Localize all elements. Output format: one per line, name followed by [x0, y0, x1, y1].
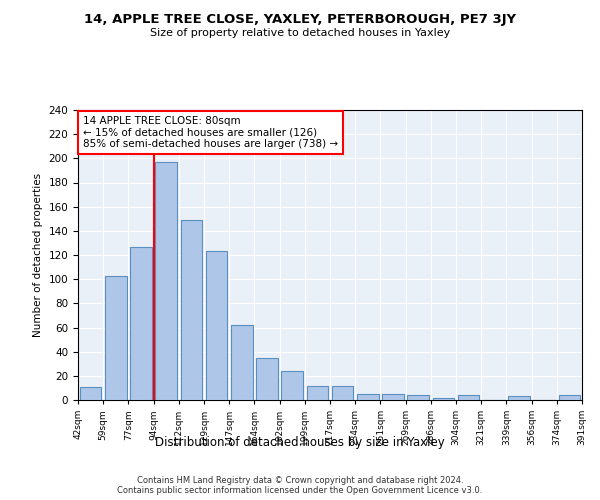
Bar — [307, 386, 328, 400]
Bar — [155, 162, 177, 400]
Bar — [256, 358, 278, 400]
Bar — [281, 371, 303, 400]
Bar — [181, 220, 202, 400]
Bar — [357, 394, 379, 400]
Bar — [382, 394, 404, 400]
Bar — [105, 276, 127, 400]
Bar — [508, 396, 530, 400]
Bar — [80, 386, 101, 400]
Bar — [433, 398, 454, 400]
Y-axis label: Number of detached properties: Number of detached properties — [33, 173, 43, 337]
Text: 14, APPLE TREE CLOSE, YAXLEY, PETERBOROUGH, PE7 3JY: 14, APPLE TREE CLOSE, YAXLEY, PETERBOROU… — [84, 12, 516, 26]
Bar — [332, 386, 353, 400]
Text: Size of property relative to detached houses in Yaxley: Size of property relative to detached ho… — [150, 28, 450, 38]
Bar — [231, 325, 253, 400]
Bar — [559, 395, 580, 400]
Bar — [407, 395, 429, 400]
Text: 14 APPLE TREE CLOSE: 80sqm
← 15% of detached houses are smaller (126)
85% of sem: 14 APPLE TREE CLOSE: 80sqm ← 15% of deta… — [83, 116, 338, 149]
Bar — [206, 252, 227, 400]
Text: Contains HM Land Registry data © Crown copyright and database right 2024.
Contai: Contains HM Land Registry data © Crown c… — [118, 476, 482, 495]
Bar — [130, 246, 152, 400]
Text: Distribution of detached houses by size in Yaxley: Distribution of detached houses by size … — [155, 436, 445, 449]
Bar — [458, 395, 479, 400]
